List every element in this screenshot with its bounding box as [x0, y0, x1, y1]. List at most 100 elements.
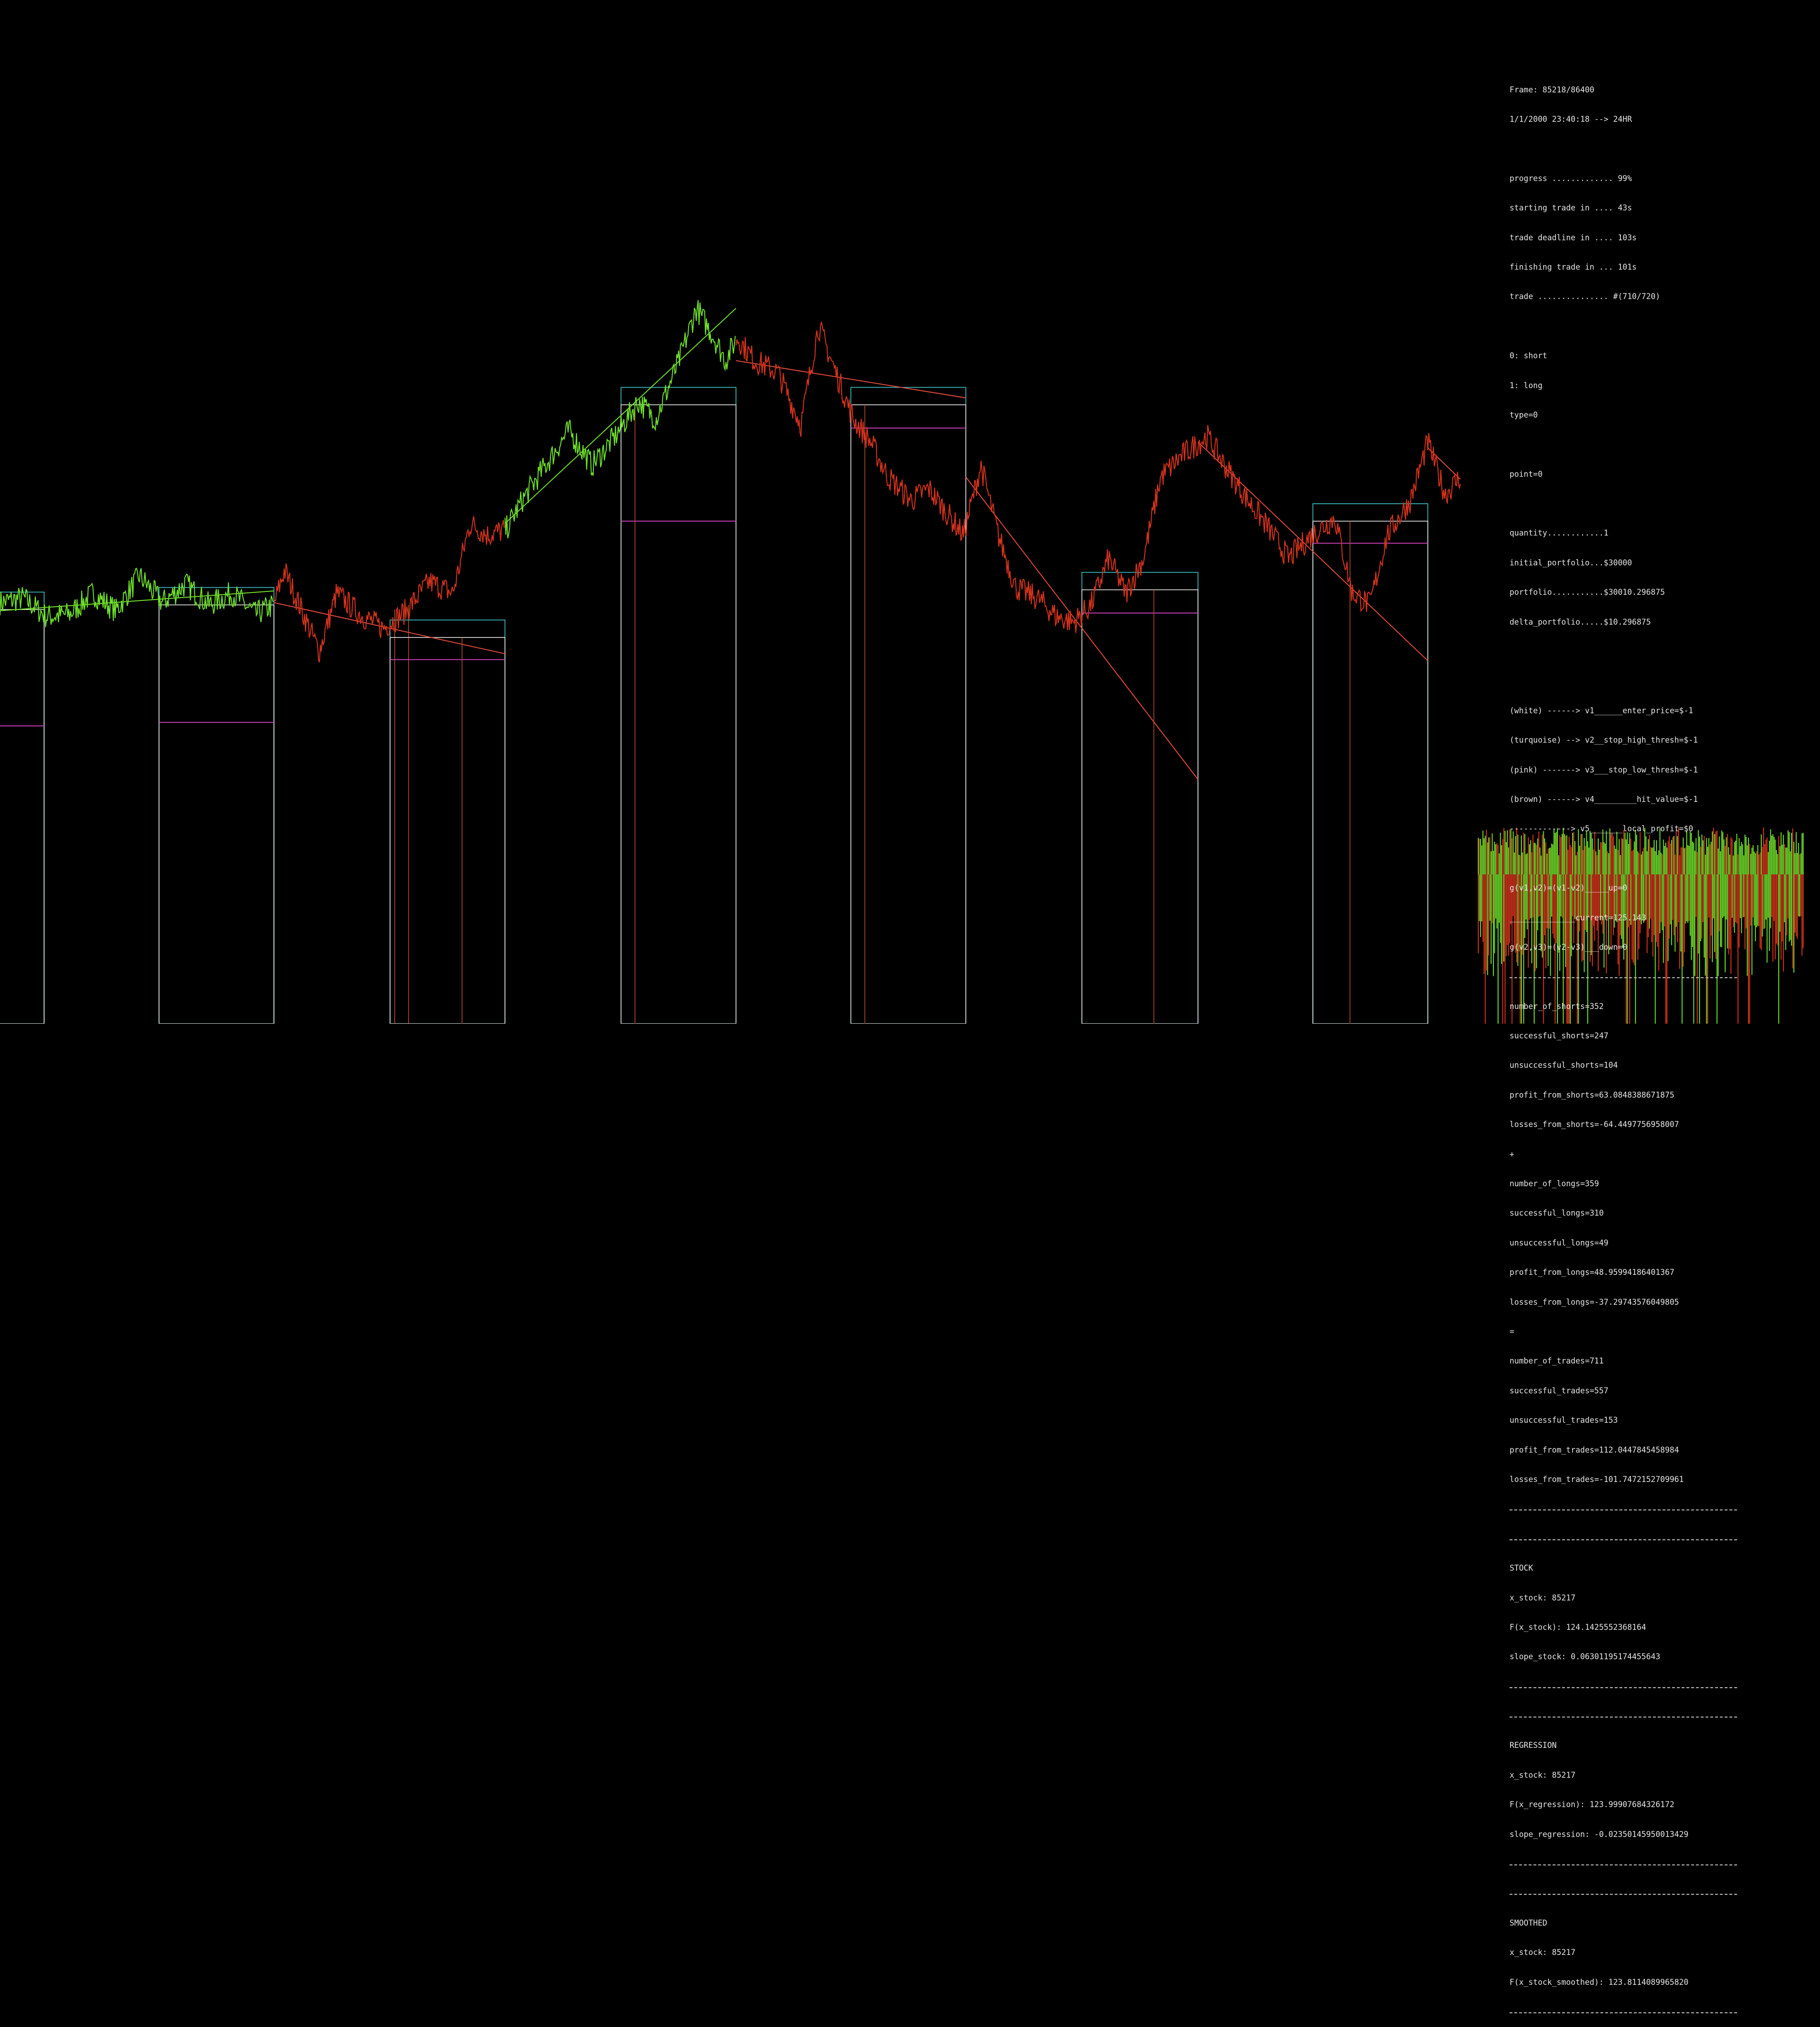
histogram-bar-down	[1650, 874, 1651, 918]
histogram-bar-down	[1666, 874, 1668, 1024]
histogram-bar-down	[1544, 874, 1546, 936]
regression-line	[1197, 442, 1429, 661]
stop-high-box	[850, 387, 966, 1024]
histogram-bar-down	[1657, 874, 1658, 947]
histogram-bar-up	[1777, 854, 1778, 874]
trade-box	[158, 587, 409, 1024]
histogram-bar-up	[1500, 832, 1501, 874]
histogram-bar-down	[1627, 874, 1628, 1024]
histogram-bar-down	[1494, 874, 1495, 954]
histogram-bar-down	[1752, 874, 1754, 918]
histogram-bar-down	[1553, 874, 1555, 938]
histogram-bar-up	[1759, 852, 1761, 874]
histogram-bar-down	[1765, 874, 1766, 920]
histogram-bar-down	[1614, 874, 1615, 928]
histogram-bar-down	[1800, 874, 1802, 917]
histogram-bar-down	[1702, 874, 1704, 922]
histogram-bar-down	[1522, 874, 1523, 955]
histogram-bar-down	[1517, 874, 1519, 966]
histogram-bar-up	[1694, 851, 1695, 874]
histogram-bar-down	[1685, 874, 1686, 924]
type-long-label: 1: long	[1510, 381, 1543, 390]
histogram-bar-down	[1734, 874, 1735, 933]
histogram-bar-down	[1589, 874, 1591, 962]
histogram-bar-down	[1487, 874, 1488, 975]
histogram-bar-up	[1716, 830, 1718, 874]
legend-v1: (white) ------> v1______enter_price=$-1	[1510, 706, 1693, 715]
histogram-bar-up	[1520, 835, 1522, 874]
histogram-bar-down	[1671, 874, 1672, 945]
histogram-bar-up	[1572, 833, 1573, 874]
histogram-bar-up	[1547, 848, 1549, 874]
histogram-bar-up	[1598, 838, 1599, 874]
histogram-bar-down	[1520, 874, 1522, 1024]
histogram-bar-down	[1694, 874, 1695, 976]
histogram-bar-up	[1690, 831, 1691, 874]
histogram-bar-down	[1641, 874, 1642, 925]
histogram-bar-up	[1726, 837, 1727, 874]
trade-boxes	[0, 387, 1429, 1024]
number-of-shorts: number_of_shorts=352	[1510, 1001, 1604, 1011]
histogram-bar-down	[1561, 874, 1563, 918]
histogram-bar-down	[1488, 874, 1490, 955]
histogram-bar-down	[1751, 874, 1753, 975]
histogram-bar-up	[1579, 845, 1580, 874]
regression-lines	[0, 308, 1461, 780]
histogram-bar-up	[1707, 846, 1709, 874]
histogram-bar-up	[1591, 833, 1592, 874]
histogram-bar-up	[1715, 831, 1717, 874]
histogram-bar-down	[1527, 874, 1528, 930]
histogram-bar-down	[1578, 874, 1579, 1024]
histogram-bar-up	[1571, 847, 1572, 874]
histogram-bar-up	[1551, 843, 1552, 874]
histogram-bar-up	[1671, 840, 1672, 874]
price-line-up	[504, 300, 736, 538]
histogram-bar-up	[1516, 827, 1518, 874]
histogram-bar-down	[1733, 874, 1734, 927]
histogram-bar-down	[1656, 874, 1657, 942]
histogram-bar-up	[1483, 838, 1485, 874]
histogram-bar-up	[1496, 843, 1498, 874]
histogram-bar-up	[1735, 840, 1736, 874]
histogram-bar-up	[1545, 842, 1547, 874]
histogram-bar-up	[1784, 844, 1785, 874]
histogram-bar-down	[1645, 874, 1647, 920]
histogram-bar-down	[1594, 874, 1595, 941]
histogram-bar-down	[1652, 874, 1654, 957]
unsuccessful-shorts: unsuccessful_shorts=104	[1510, 1061, 1618, 1070]
histogram-bar-up	[1624, 833, 1626, 874]
histogram-bar-up	[1639, 832, 1641, 874]
histogram-bar-down	[1692, 874, 1693, 947]
histogram-bar-down	[1695, 874, 1697, 917]
histogram-bar-down	[1786, 874, 1788, 936]
price-line-down	[273, 516, 505, 663]
histogram-bar-down	[1719, 874, 1720, 931]
regression-line	[0, 590, 274, 611]
histogram-bar-down	[1643, 874, 1644, 923]
histogram-bar-up	[1657, 855, 1658, 874]
histogram-bar-down	[1682, 874, 1683, 1024]
histogram-bar-down	[1649, 874, 1650, 929]
quantity-label: quantity............1	[1510, 528, 1609, 538]
histogram-bar-up	[1772, 834, 1774, 874]
histogram-bar-up	[1748, 837, 1749, 874]
histogram-bar-up	[1729, 854, 1730, 874]
histogram-bar-up	[1608, 853, 1610, 874]
histogram-bar-up	[1742, 844, 1743, 874]
histogram-bar-down	[1750, 874, 1751, 926]
histogram-bar-up	[1789, 832, 1790, 874]
histogram-bar-up	[1497, 845, 1499, 874]
histogram-bar-up	[1663, 839, 1664, 874]
divider	[1510, 1504, 1737, 1514]
histogram-bar-down	[1727, 874, 1728, 949]
histogram-bar-up	[1478, 838, 1479, 874]
histogram-bar-up	[1614, 845, 1615, 874]
histogram-bar-up	[1484, 836, 1486, 874]
trade-box	[1312, 503, 1429, 1024]
histogram-bar-down	[1703, 874, 1705, 958]
successful-shorts: successful_shorts=247	[1510, 1031, 1609, 1041]
histogram-bar-down	[1557, 874, 1558, 1024]
histogram-bar-down	[1538, 874, 1539, 918]
regression-f: F(x_regression): 123.99907684326172	[1510, 1800, 1674, 1809]
histogram-bar-down	[1758, 874, 1760, 927]
